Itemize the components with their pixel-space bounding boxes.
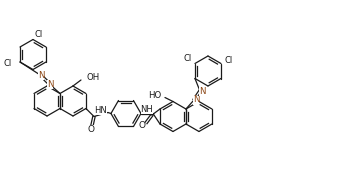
- Text: Cl: Cl: [35, 30, 43, 39]
- Text: HO: HO: [148, 91, 162, 100]
- Text: N: N: [47, 80, 53, 89]
- Text: O: O: [88, 125, 94, 134]
- Text: HN: HN: [94, 106, 107, 115]
- Text: Cl: Cl: [184, 54, 192, 63]
- Text: O: O: [138, 121, 146, 130]
- Text: OH: OH: [87, 74, 100, 83]
- Text: N: N: [193, 95, 199, 104]
- Text: NH: NH: [140, 105, 153, 114]
- Text: N: N: [38, 71, 44, 80]
- Text: N: N: [199, 86, 205, 95]
- Text: Cl: Cl: [4, 60, 12, 69]
- Text: Cl: Cl: [225, 56, 233, 65]
